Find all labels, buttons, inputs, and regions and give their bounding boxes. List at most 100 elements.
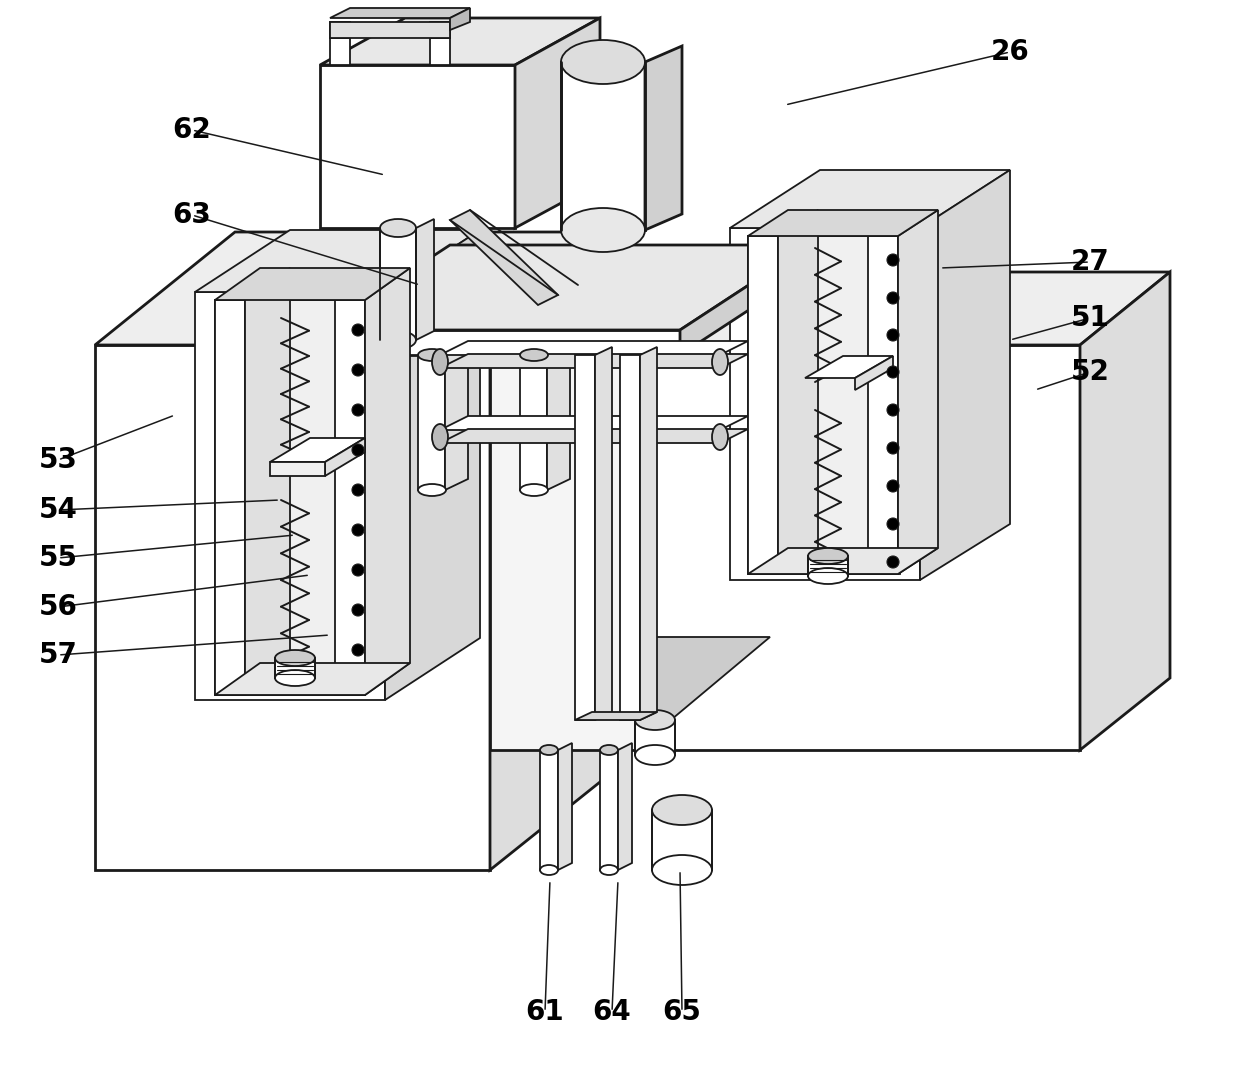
Polygon shape [430, 38, 450, 66]
Polygon shape [618, 743, 632, 870]
Ellipse shape [652, 855, 712, 885]
Polygon shape [415, 219, 434, 340]
Circle shape [352, 444, 365, 456]
Polygon shape [330, 38, 350, 66]
Polygon shape [645, 46, 682, 230]
Polygon shape [330, 21, 350, 38]
Polygon shape [365, 268, 410, 695]
Polygon shape [275, 658, 315, 678]
Text: 61: 61 [526, 998, 564, 1026]
Polygon shape [680, 245, 810, 355]
Circle shape [352, 604, 365, 616]
Ellipse shape [600, 865, 618, 875]
Circle shape [352, 324, 365, 336]
Polygon shape [600, 750, 618, 870]
Text: 65: 65 [662, 998, 702, 1026]
Polygon shape [1080, 272, 1171, 750]
Text: 26: 26 [991, 38, 1029, 66]
Polygon shape [640, 347, 657, 720]
Ellipse shape [712, 424, 728, 450]
Polygon shape [575, 355, 595, 720]
Polygon shape [595, 347, 613, 720]
Polygon shape [730, 228, 920, 580]
Polygon shape [215, 663, 410, 695]
Polygon shape [748, 236, 900, 574]
Ellipse shape [520, 484, 548, 496]
Polygon shape [635, 345, 1080, 750]
Polygon shape [440, 354, 748, 368]
Circle shape [887, 518, 899, 529]
Polygon shape [215, 300, 365, 695]
Polygon shape [515, 18, 600, 228]
Ellipse shape [275, 670, 315, 686]
Text: 62: 62 [172, 116, 211, 144]
Polygon shape [748, 211, 937, 236]
Circle shape [887, 442, 899, 454]
Circle shape [352, 524, 365, 536]
Polygon shape [450, 211, 558, 305]
Polygon shape [270, 462, 325, 476]
Polygon shape [547, 344, 570, 490]
Polygon shape [95, 232, 630, 345]
Circle shape [887, 253, 899, 266]
Polygon shape [246, 268, 290, 695]
Polygon shape [440, 429, 748, 442]
Ellipse shape [432, 424, 448, 450]
Polygon shape [330, 8, 470, 18]
Polygon shape [808, 556, 848, 576]
Polygon shape [440, 416, 748, 430]
Ellipse shape [418, 484, 446, 496]
Text: 56: 56 [38, 593, 77, 621]
Polygon shape [748, 236, 777, 574]
Circle shape [352, 644, 365, 656]
Circle shape [887, 329, 899, 342]
Circle shape [352, 364, 365, 376]
Circle shape [352, 564, 365, 576]
Circle shape [887, 404, 899, 416]
Polygon shape [215, 300, 246, 695]
Polygon shape [320, 330, 680, 355]
Polygon shape [490, 345, 635, 750]
Ellipse shape [652, 795, 712, 825]
Polygon shape [748, 548, 937, 574]
Polygon shape [920, 170, 1011, 580]
Polygon shape [195, 230, 480, 292]
Ellipse shape [539, 865, 558, 875]
Ellipse shape [418, 349, 446, 361]
Circle shape [887, 480, 899, 492]
Ellipse shape [379, 219, 415, 237]
Text: 64: 64 [593, 998, 631, 1026]
Circle shape [352, 484, 365, 496]
Polygon shape [490, 637, 770, 750]
Text: 51: 51 [1070, 304, 1110, 332]
Polygon shape [320, 245, 810, 330]
Ellipse shape [275, 650, 315, 666]
Circle shape [887, 366, 899, 378]
Polygon shape [620, 355, 640, 720]
Polygon shape [270, 438, 365, 462]
Polygon shape [418, 355, 445, 490]
Text: 55: 55 [38, 545, 77, 572]
Polygon shape [558, 743, 572, 870]
Circle shape [887, 292, 899, 304]
Ellipse shape [560, 40, 645, 84]
Text: 52: 52 [1070, 358, 1110, 386]
Polygon shape [215, 268, 410, 300]
Ellipse shape [635, 745, 675, 765]
Polygon shape [560, 62, 645, 230]
Polygon shape [445, 344, 467, 490]
Polygon shape [898, 211, 937, 574]
Polygon shape [635, 720, 675, 755]
Polygon shape [195, 292, 384, 700]
Polygon shape [868, 236, 898, 574]
Polygon shape [325, 438, 365, 476]
Polygon shape [539, 750, 558, 870]
Ellipse shape [712, 349, 728, 375]
Circle shape [887, 556, 899, 568]
Polygon shape [652, 810, 712, 870]
Polygon shape [384, 230, 480, 700]
Ellipse shape [808, 568, 848, 584]
Polygon shape [805, 355, 893, 378]
Polygon shape [330, 21, 450, 38]
Polygon shape [320, 18, 600, 66]
